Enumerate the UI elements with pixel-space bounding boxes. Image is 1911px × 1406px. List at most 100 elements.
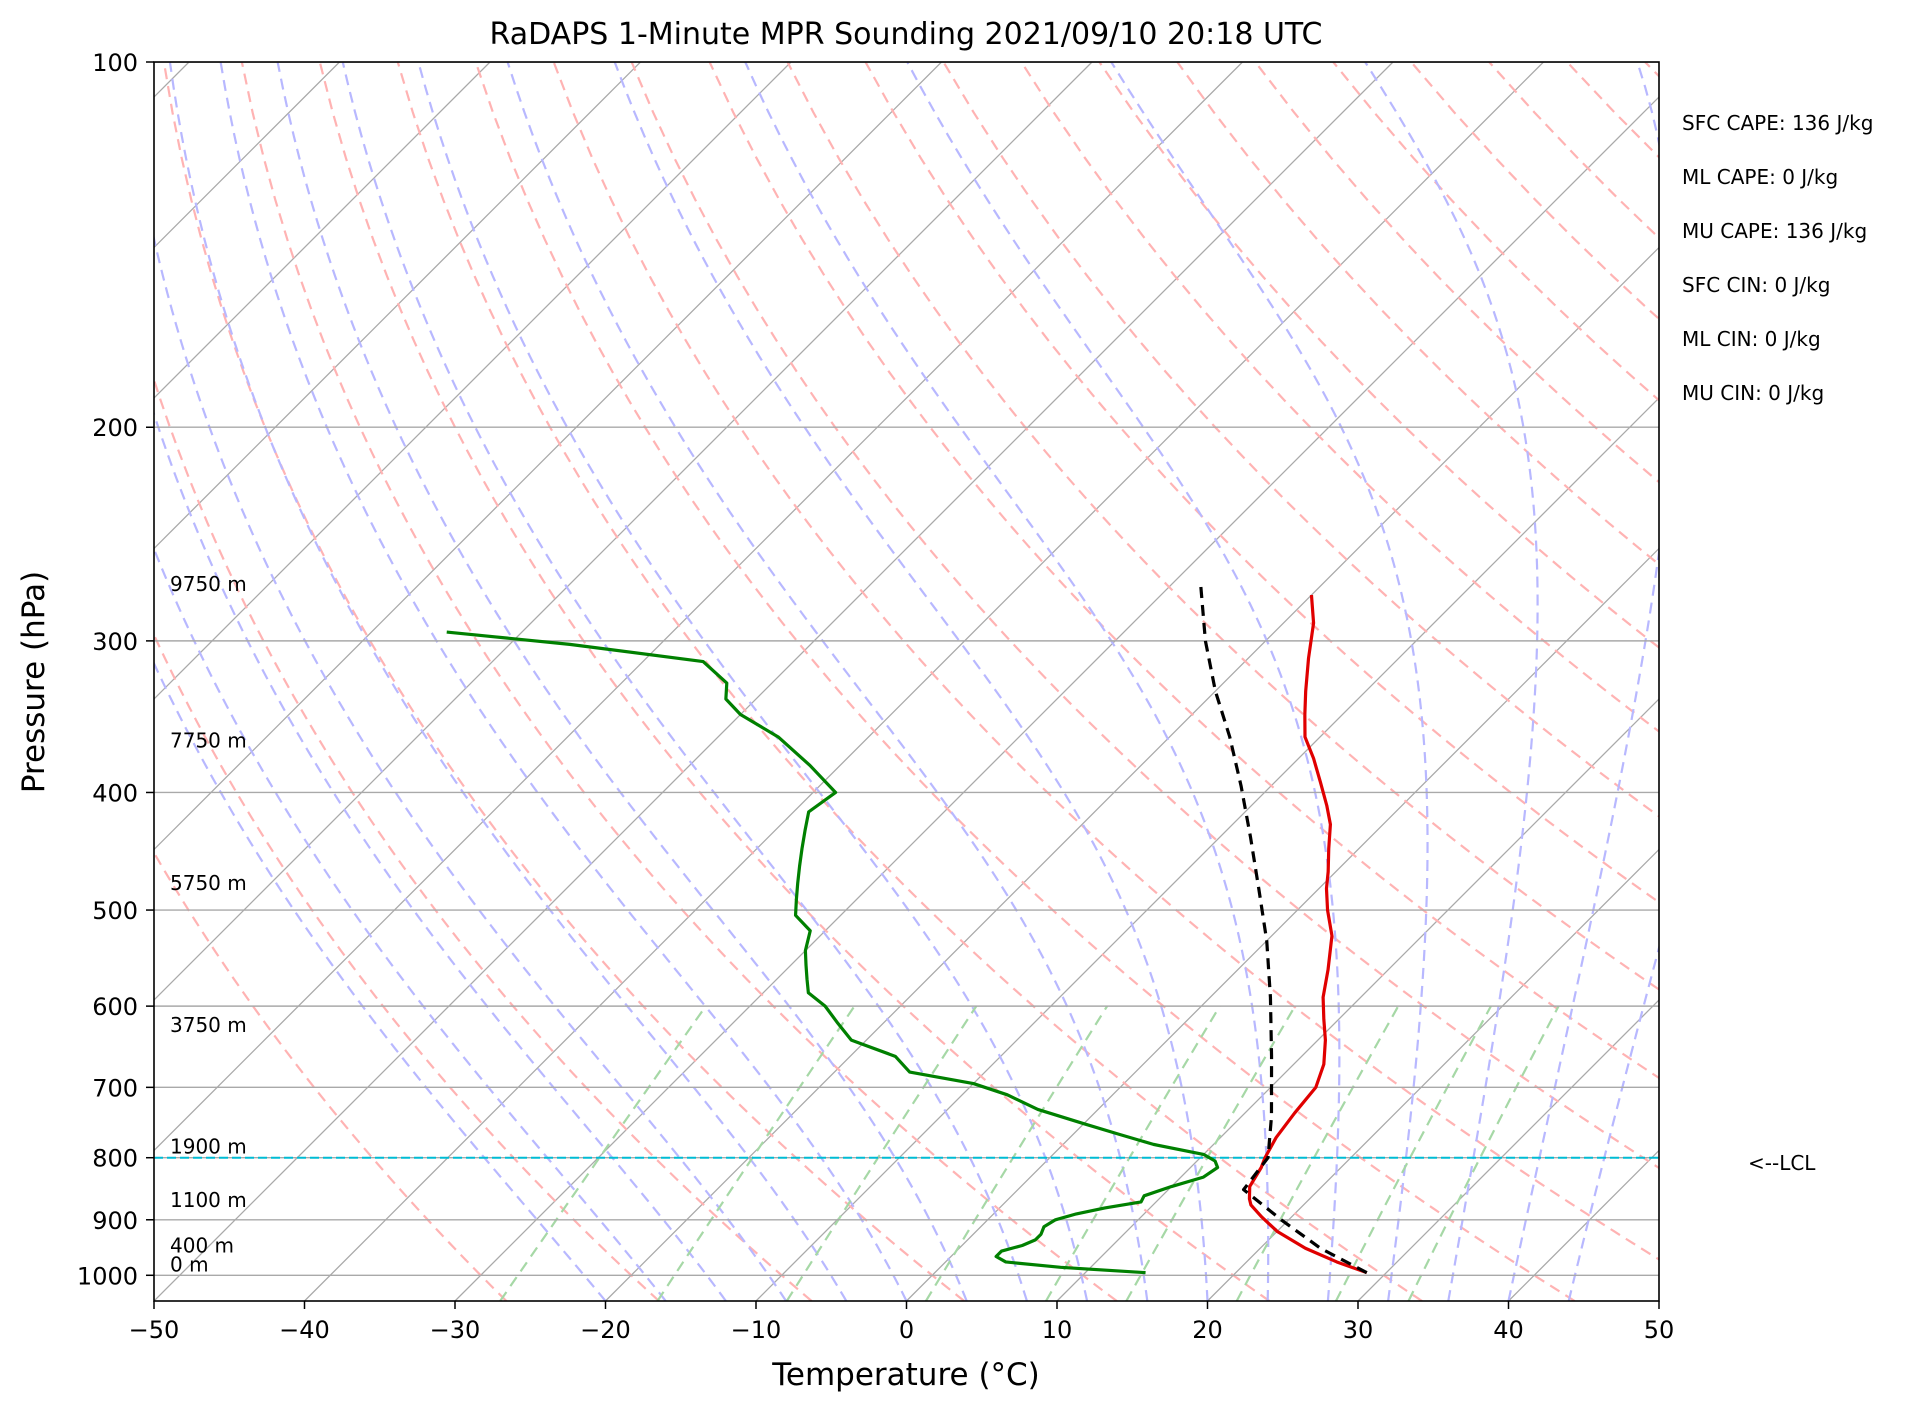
isotherm-line [154, 62, 1394, 1301]
mixing-ratio-line [1125, 1005, 1296, 1301]
height-label: 7750 m [170, 728, 247, 752]
sounding-profiles [154, 585, 1659, 1275]
isotherm-line [154, 62, 1243, 1152]
stability-annotation: MU CIN: 0 J/kg [1682, 381, 1824, 405]
y-tick-label: 700 [92, 1074, 138, 1102]
dry-adiabat-line [1723, 62, 1911, 1301]
isotherm-line [154, 62, 1093, 1001]
dry-adiabat-line [154, 376, 813, 1301]
moist-adiabat-line [417, 62, 1089, 1301]
dry-adiabat-line [474, 62, 1576, 1301]
x-tick-label: 20 [1192, 1316, 1223, 1344]
moist-adiabat-line [1567, 943, 1659, 1301]
y-tick-label: 500 [92, 897, 138, 925]
moist-adiabat-line [341, 62, 1028, 1301]
y-tick-label: 200 [92, 414, 138, 442]
mixing-ratio-line [499, 1005, 707, 1301]
dry-adiabat-line [1644, 62, 1659, 78]
moist-adiabat-line [154, 660, 607, 1301]
parcel-profile [1199, 585, 1368, 1275]
chart-title: RaDAPS 1-Minute MPR Sounding 2021/09/10 … [490, 17, 1323, 52]
isotherm-line [755, 397, 1659, 1301]
temperature-profile [1247, 594, 1368, 1275]
height-label: 5750 m [170, 871, 247, 895]
moist-adiabat-line [1364, 62, 1539, 1301]
mixing-ratio-line [785, 1005, 978, 1301]
dry-adiabat-line [630, 62, 1659, 1170]
y-tick-label: 1000 [77, 1262, 138, 1290]
isotherm-line [1658, 1300, 1659, 1301]
moist-adiabat-line [906, 62, 1341, 1301]
dry-adiabat-line [1020, 62, 1659, 733]
x-tick-label: 30 [1343, 1316, 1374, 1344]
x-tick-label: −30 [430, 1316, 481, 1344]
x-tick-label: 10 [1042, 1316, 1073, 1344]
dewpoint-profile [446, 630, 1220, 1275]
y-tick-label: 100 [92, 49, 138, 77]
mixing-ratio-line [924, 1005, 1109, 1301]
height-label: 3750 m [170, 1013, 247, 1037]
y-axis-ticks: 100 200 300 400 500 600 700 800 900 1000 [77, 49, 154, 1290]
moist-adiabat-line [1110, 62, 1429, 1301]
dry-adiabat-line [1801, 62, 1911, 1301]
moist-adiabat-line [506, 62, 1149, 1301]
x-tick-label: 0 [899, 1316, 914, 1344]
mixing-ratio-line [1334, 1005, 1492, 1301]
isotherm-line [154, 62, 491, 399]
dry-adiabat-line [162, 62, 965, 1301]
isotherm-line [605, 246, 1659, 1301]
isotherm-line [906, 547, 1659, 1301]
moist-adiabat-line [613, 62, 1209, 1301]
dry-adiabat-line [154, 632, 660, 1301]
lcl-label: <--LCL [1748, 1151, 1816, 1175]
x-tick-label: −40 [279, 1316, 330, 1344]
y-tick-label: 600 [92, 993, 138, 1021]
stability-annotation: SFC CIN: 0 J/kg [1682, 273, 1830, 297]
x-tick-label: 40 [1493, 1316, 1524, 1344]
y-tick-label: 400 [92, 779, 138, 807]
height-label: 1100 m [170, 1188, 247, 1212]
height-label: 9750 m [170, 572, 247, 596]
stability-annotation: MU CAPE: 136 J/kg [1682, 219, 1867, 243]
dry-adiabat-line [1879, 62, 1911, 1301]
moist-adiabat-line [1507, 62, 1659, 1301]
x-axis-label: Temperature (°C) [771, 1357, 1040, 1393]
dry-adiabat-line [708, 62, 1659, 1080]
stability-annotations: SFC CAPE: 136 J/kg ML CAPE: 0 J/kg MU CAPE… [1682, 111, 1873, 405]
moist-adiabat-line [154, 546, 667, 1301]
dry-adiabat-line [396, 62, 1423, 1301]
dry-adiabat-line [318, 62, 1271, 1301]
height-label: 1900 m [170, 1135, 247, 1159]
moist-adiabat-line [154, 233, 788, 1301]
dry-adiabat-line [1098, 62, 1659, 649]
mixing-ratio-line [1407, 1005, 1560, 1301]
stability-annotation: ML CAPE: 0 J/kg [1682, 165, 1838, 189]
dry-adiabat-line [240, 62, 1118, 1301]
stability-annotation: ML CIN: 0 J/kg [1682, 327, 1821, 351]
mixing-ratio-line [1045, 1005, 1221, 1301]
y-tick-label: 300 [92, 628, 138, 656]
isotherm-line [1357, 999, 1659, 1301]
mixing-ratio-line [1235, 1005, 1400, 1301]
x-tick-label: 50 [1644, 1316, 1675, 1344]
moist-adiabat-line [219, 62, 908, 1301]
isotherm-line [154, 62, 641, 550]
stability-annotation: SFC CAPE: 136 J/kg [1682, 111, 1873, 135]
y-tick-label: 900 [92, 1207, 138, 1235]
dry-adiabat-line [864, 62, 1659, 904]
moist-adiabat-line [154, 410, 727, 1301]
mixing-ratio-line [656, 1005, 856, 1301]
x-tick-label: −50 [129, 1316, 180, 1344]
dry-adiabat-line [154, 850, 508, 1301]
isotherm-line [454, 96, 1659, 1301]
isotherm-line [1207, 848, 1659, 1301]
x-tick-label: −10 [731, 1316, 782, 1344]
dry-adiabat-line [552, 62, 1659, 1261]
height-label: 400 m [170, 1234, 234, 1258]
x-tick-label: −20 [580, 1316, 631, 1344]
background-lines [154, 62, 1911, 1301]
moist-adiabat-line [168, 62, 848, 1301]
height-label: 0 m [170, 1252, 209, 1276]
y-tick-label: 800 [92, 1145, 138, 1173]
